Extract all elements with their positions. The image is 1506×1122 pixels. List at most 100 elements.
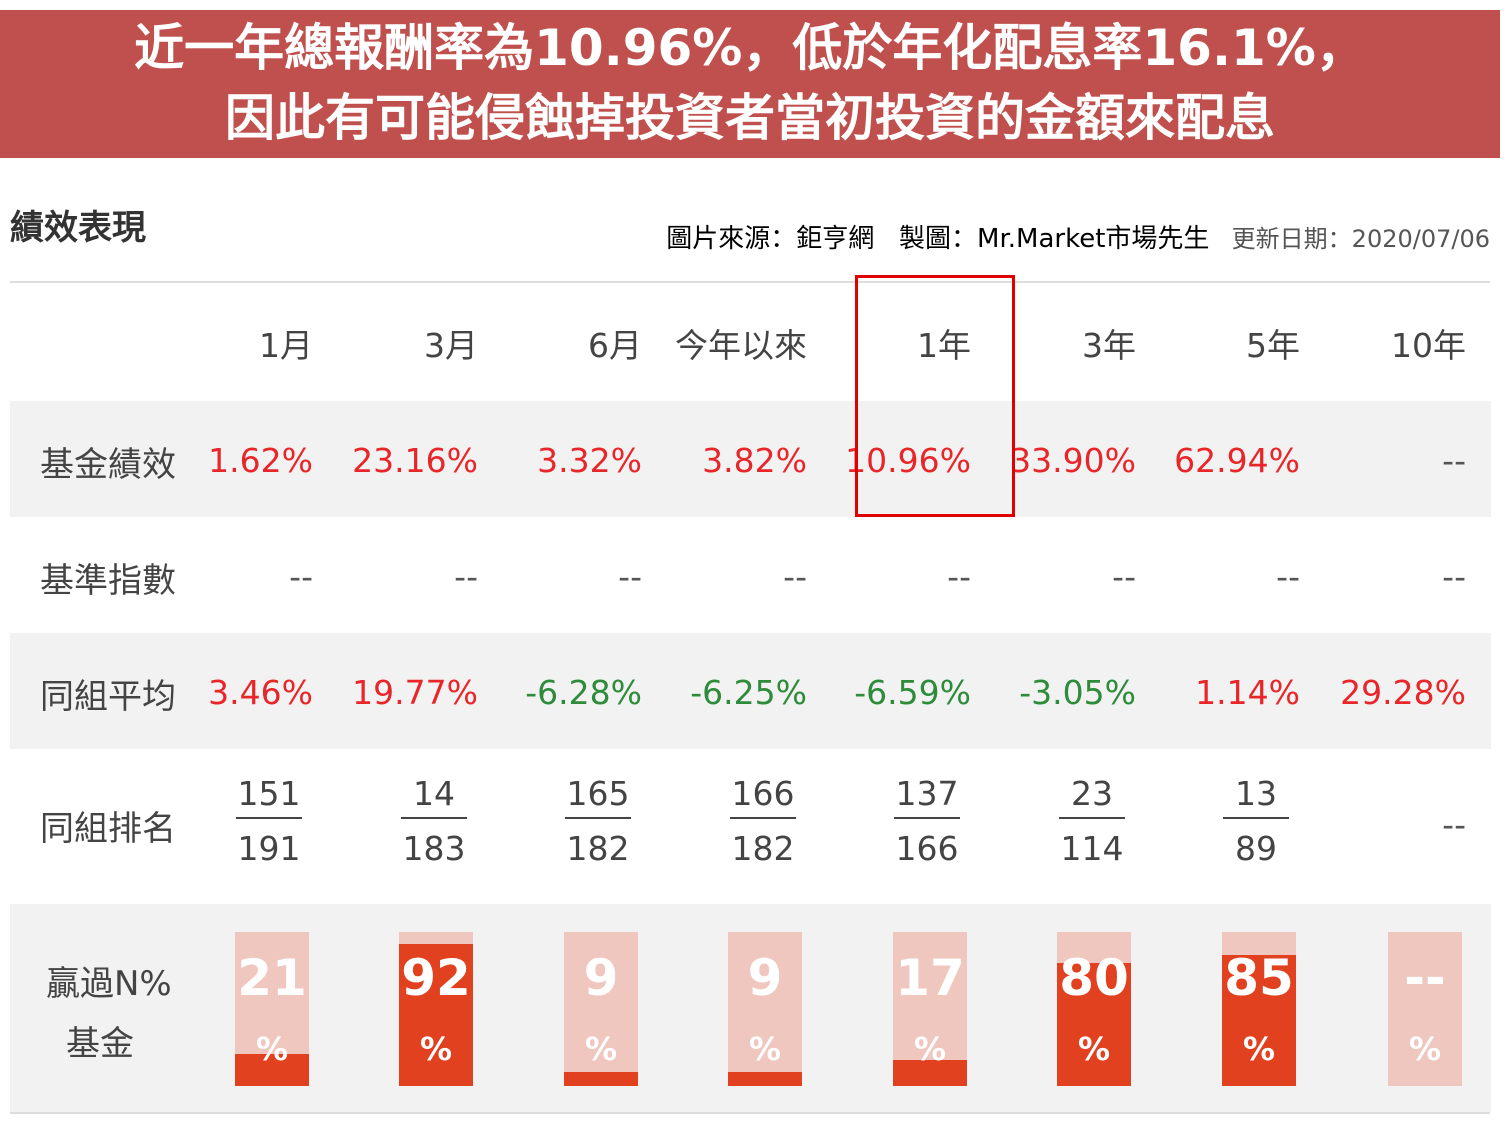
beat-pct-5y: %: [1242, 1030, 1276, 1068]
fund-perf-ytd: 3.82%: [702, 441, 807, 480]
fund-perf-1y: 10.96%: [845, 441, 971, 480]
rank-3y-total: 114: [1060, 829, 1124, 868]
row-label-beat-line2: 基金: [66, 1024, 134, 1064]
header-1m: 1月: [259, 326, 313, 365]
beat-pct-ytd: %: [748, 1030, 782, 1068]
peer-avg-5y: 1.14%: [1195, 673, 1300, 712]
rank-1y-total: 166: [895, 829, 959, 868]
header-5y: 5年: [1246, 326, 1300, 365]
beat-pct-1m: %: [255, 1030, 289, 1068]
rank-ytd: 166 182: [730, 771, 796, 871]
benchmark-1y: --: [947, 557, 971, 596]
benchmark-3m: --: [454, 557, 478, 596]
beat-bar-3m: 92 %: [399, 932, 473, 1086]
credit-maker: 製圖：Mr.Market市場先生: [899, 224, 1210, 254]
peer-avg-3m: 19.77%: [352, 673, 478, 712]
fund-perf-1m: 1.62%: [208, 441, 313, 480]
rank-3y: 23 114: [1059, 771, 1125, 871]
rank-1m: 151 191: [236, 771, 302, 871]
header-1y: 1年: [917, 326, 971, 365]
rank-5y-position: 13: [1223, 771, 1289, 819]
benchmark-10y: --: [1442, 557, 1466, 596]
rank-10y: --: [1442, 805, 1466, 844]
beat-value-1m: 21: [237, 949, 307, 1007]
row-label-fund: 基金績效: [40, 445, 176, 485]
beat-fill-1y: [893, 1059, 967, 1086]
beat-bar-10y: -- %: [1388, 932, 1462, 1086]
title-banner: [0, 10, 1500, 158]
rank-1y-position: 137: [894, 771, 960, 819]
fund-perf-6m: 3.32%: [537, 441, 642, 480]
fund-perf-5y: 62.94%: [1174, 441, 1300, 480]
rank-6m-total: 182: [566, 829, 630, 868]
peer-avg-10y: 29.28%: [1340, 673, 1466, 712]
rank-6m-position: 165: [565, 771, 631, 819]
peer-rank-row: 同組排名 151 191 14 183 165 182 166 182 137 …: [10, 749, 1491, 904]
rank-ytd-total: 182: [731, 829, 795, 868]
fund-perf-3m: 23.16%: [352, 441, 478, 480]
period-header-row: 1月 3月 6月 今年以來 1年 3年 5年 10年: [10, 283, 1491, 399]
beat-value-ytd: 9: [747, 949, 783, 1007]
row-label-peer-avg: 同組平均: [40, 677, 176, 717]
beat-value-3m: 92: [401, 949, 471, 1007]
peer-avg-1y: -6.59%: [854, 673, 971, 712]
beat-value-1y: 17: [895, 949, 965, 1007]
beat-pct-3y: %: [1077, 1030, 1111, 1068]
beat-value-6m: 9: [583, 949, 619, 1007]
divider: [10, 281, 1490, 283]
beat-fill-3y: [1057, 962, 1131, 1086]
divider-bottom: [10, 1112, 1490, 1114]
one-year-highlight-box: [855, 275, 1015, 517]
beat-bar-1m: 21 %: [235, 932, 309, 1086]
beat-value-10y: --: [1404, 949, 1446, 1007]
peer-avg-3y: -3.05%: [1019, 673, 1136, 712]
rank-1y: 137 166: [894, 771, 960, 871]
beat-fill-1m: [235, 1053, 309, 1086]
header-ytd: 今年以來: [675, 326, 807, 365]
rank-3m-total: 183: [402, 829, 466, 868]
beat-fill-6m: [564, 1072, 638, 1086]
rank-6m: 165 182: [565, 771, 631, 871]
header-3y: 3年: [1082, 326, 1136, 365]
banner-line-1: 近一年總報酬率為10.96%，低於年化配息率16.1%，: [134, 19, 1366, 77]
rank-1m-total: 191: [237, 829, 301, 868]
fund-perf-3y: 33.90%: [1010, 441, 1136, 480]
image-credits: 圖片來源：鉅亨網 製圖：Mr.Market市場先生 更新日期：2020/07/0…: [666, 218, 1490, 255]
beat-bar-6m: 9 %: [564, 932, 638, 1086]
peer-avg-ytd: -6.25%: [690, 673, 807, 712]
header-3m: 3月: [424, 326, 478, 365]
beat-bar-5y: 85 %: [1222, 932, 1296, 1086]
beat-bar-3y: 80 %: [1057, 932, 1131, 1086]
peer-average-row: 同組平均 3.46% 19.77% -6.28% -6.25% -6.59% -…: [10, 633, 1491, 749]
peer-avg-6m: -6.28%: [525, 673, 642, 712]
rank-5y-total: 89: [1235, 829, 1277, 868]
benchmark-3y: --: [1112, 557, 1136, 596]
beat-value-5y: 85: [1224, 949, 1294, 1007]
rank-1m-position: 151: [236, 771, 302, 819]
fund-performance-row: 基金績效 1.62% 23.16% 3.32% 3.82% 10.96% 33.…: [10, 401, 1491, 517]
beat-pct-10y: %: [1408, 1030, 1442, 1068]
benchmark-5y: --: [1276, 557, 1300, 596]
row-label-beat-line1: 贏過N%: [46, 964, 172, 1004]
rank-3y-position: 23: [1059, 771, 1125, 819]
header-6m: 6月: [588, 326, 642, 365]
rank-ytd-position: 166: [730, 771, 796, 819]
header-10y: 10年: [1391, 326, 1466, 365]
beat-pct-3m: %: [419, 1030, 453, 1068]
benchmark-row: 基準指數 -- -- -- -- -- -- -- --: [10, 517, 1491, 633]
benchmark-6m: --: [618, 557, 642, 596]
beat-pct-6m: %: [584, 1030, 618, 1068]
beat-fill-5y: [1222, 955, 1296, 1086]
beat-pct-1y: %: [913, 1030, 947, 1068]
benchmark-1m: --: [289, 557, 313, 596]
beat-bar-1y: 17 %: [893, 932, 967, 1086]
section-title: 績效表現: [10, 208, 146, 248]
banner-line-2: 因此有可能侵蝕掉投資者當初投資的金額來配息: [225, 89, 1275, 147]
rank-3m: 14 183: [401, 771, 467, 871]
update-date: 更新日期：2020/07/06: [1231, 225, 1490, 253]
fund-perf-10y: --: [1442, 441, 1466, 480]
beat-value-3y: 80: [1059, 949, 1129, 1007]
beat-bar-ytd: 9 %: [728, 932, 802, 1086]
beat-fill-3m: [399, 944, 473, 1086]
rank-5y: 13 89: [1223, 771, 1289, 871]
